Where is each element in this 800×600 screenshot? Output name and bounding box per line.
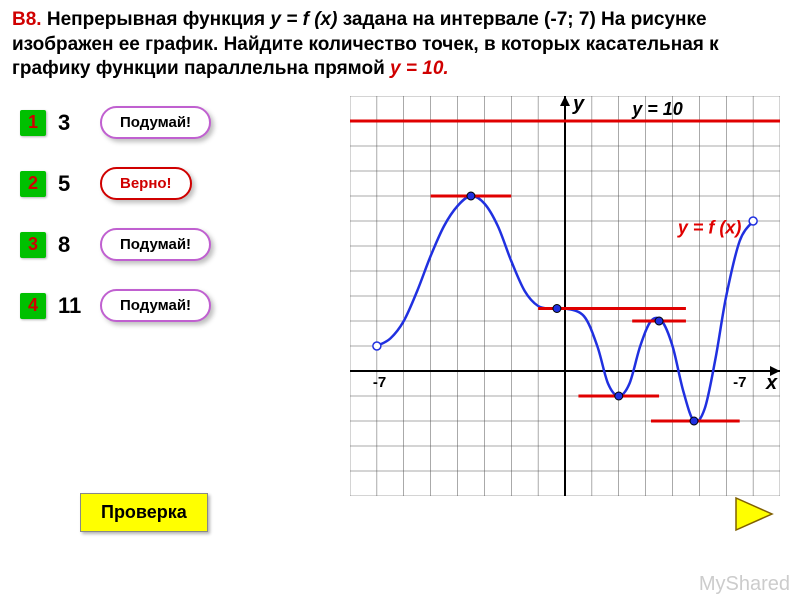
- answer-num-1[interactable]: 1: [20, 110, 46, 136]
- answer-value: 3: [58, 110, 86, 136]
- problem-statement: В8. Непрерывная функция y = f (x) задана…: [0, 0, 800, 86]
- check-button[interactable]: Проверка: [80, 493, 208, 532]
- svg-text:y = 10: y = 10: [631, 99, 683, 119]
- answer-num-2[interactable]: 2: [20, 171, 46, 197]
- watermark: MyShared: [699, 573, 790, 596]
- svg-text:-7: -7: [373, 374, 386, 391]
- feedback-bubble: Подумай!: [100, 289, 211, 322]
- svg-text:y: y: [572, 96, 585, 115]
- answer-row: 1 3 Подумай!: [20, 106, 280, 139]
- answer-num-3[interactable]: 3: [20, 232, 46, 258]
- answer-row: 3 8 Подумай!: [20, 228, 280, 261]
- feedback-bubble: Подумай!: [100, 228, 211, 261]
- answer-num-4[interactable]: 4: [20, 293, 46, 319]
- svg-text:x: x: [765, 372, 778, 394]
- function-graph: y = 10 x y -7 -7 y = f (x): [350, 96, 780, 496]
- problem-prefix: В8.: [12, 9, 42, 30]
- feedback-bubble: Верно!: [100, 167, 192, 200]
- feedback-bubble: Подумай!: [100, 106, 211, 139]
- answer-value: 8: [58, 232, 86, 258]
- answer-list: 1 3 Подумай! 2 5 Верно! 3 8 Подумай! 4 1…: [20, 106, 280, 350]
- svg-text:y = f (x): y = f (x): [677, 218, 742, 238]
- answer-row: 4 11 Подумай!: [20, 289, 280, 322]
- svg-text:-7: -7: [733, 374, 746, 391]
- next-arrow-icon[interactable]: [732, 494, 776, 534]
- answer-row: 2 5 Верно!: [20, 167, 280, 200]
- answer-value: 11: [58, 293, 86, 319]
- answer-value: 5: [58, 171, 86, 197]
